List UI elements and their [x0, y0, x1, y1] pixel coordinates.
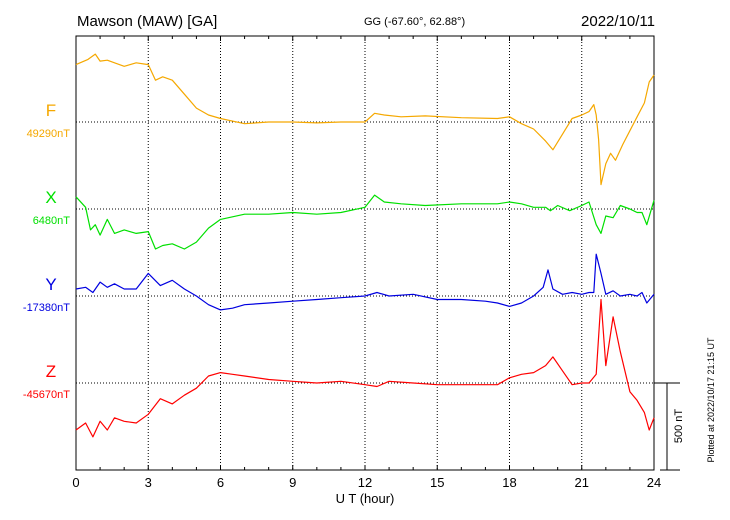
series-name-y: Y [45, 275, 56, 294]
scale-bar-label: 500 nT [673, 409, 685, 444]
series-line-y [75, 253, 655, 311]
vertical-grid [147, 36, 583, 470]
plotted-timestamp: Plotted at 2022/10/17 21:15 UT [706, 337, 716, 463]
series-name-f: F [46, 101, 56, 120]
series-lines [75, 53, 655, 438]
date-label: 2022/10/11 [581, 13, 655, 30]
coordinates-label: GG (-67.60°, 62.88°) [364, 16, 465, 28]
x-tick-label: 9 [289, 475, 296, 490]
series-baseline-f: 49290nT [27, 128, 71, 140]
x-tick-label: 18 [502, 475, 516, 490]
x-tick-label: 21 [575, 475, 589, 490]
series-name-z: Z [46, 362, 56, 381]
x-tick-label: 0 [72, 475, 79, 490]
x-tick-label: 24 [647, 475, 661, 490]
x-tick-label: 12 [358, 475, 372, 490]
series-baseline-x: 6480nT [33, 215, 71, 227]
series-baseline-z: -45670nT [23, 389, 70, 401]
series-line-f [75, 53, 655, 186]
series-line-z [75, 298, 655, 438]
series-baseline-y: -17380nT [23, 302, 70, 314]
x-axis-ticks: 0 3 6 9 12 15 18 21 24 [72, 36, 661, 490]
series-name-x: X [45, 188, 56, 207]
series-labels: F 49290nT X 6480nT Y -17380nT Z -45670nT [23, 101, 70, 401]
x-tick-label: 15 [430, 475, 444, 490]
x-axis-label: U T (hour) [336, 491, 395, 506]
scale-bar: 500 nT [654, 382, 685, 471]
x-tick-label: 3 [145, 475, 152, 490]
station-title: Mawson (MAW) [GA] [77, 13, 217, 30]
x-tick-label: 6 [217, 475, 224, 490]
series-line-x [75, 194, 655, 250]
